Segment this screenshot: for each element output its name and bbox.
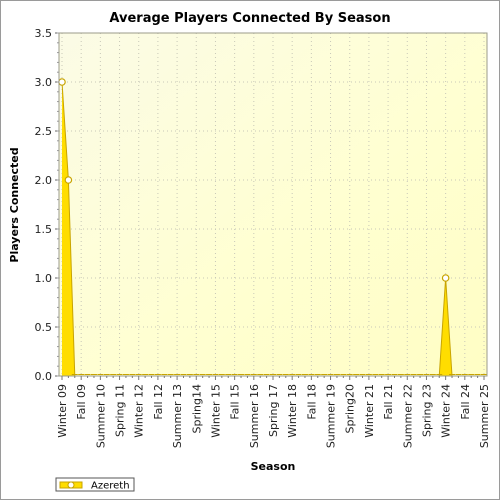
- x-tick-label: Fall 24: [459, 384, 472, 420]
- x-tick-label: Spring 11: [114, 384, 127, 437]
- legend: Azereth: [55, 477, 135, 492]
- y-tick-label: 0.5: [35, 321, 53, 334]
- x-tick-label: Fall 21: [382, 384, 395, 420]
- legend-label: Azereth: [91, 481, 130, 492]
- data-point: [64, 176, 73, 184]
- x-tick-label: Winter 12: [133, 384, 146, 438]
- y-axis-title: Players Connected: [8, 147, 21, 262]
- y-tick-label: 2.5: [35, 125, 53, 138]
- y-tick-label: 2.0: [35, 174, 53, 187]
- series-area-azereth: [62, 82, 484, 376]
- x-tick-label: Winter 15: [209, 384, 222, 438]
- x-tick-label: Summer 13: [171, 384, 184, 448]
- y-axis-ticks: 0.0 0.5 1.0 1.5 2.0 2.5 3.0 3.5: [35, 27, 59, 383]
- data-point: [58, 78, 66, 86]
- x-tick-label: Spring 23: [420, 384, 433, 437]
- y-tick-label: 0.0: [35, 370, 53, 383]
- y-tick-label: 1.5: [35, 223, 53, 236]
- x-axis-ticks: Winter 09 Fall 09 Summer 10 Spring 11 Winter…: [56, 376, 491, 448]
- x-tick-label: Fall 15: [229, 384, 242, 420]
- x-tick-label: Summer 16: [248, 384, 261, 448]
- y-tick-label: 1.0: [35, 272, 53, 285]
- y-tick-label: 3.5: [35, 27, 53, 40]
- x-tick-label: Summer 22: [401, 384, 414, 448]
- x-tick-label: Winter 18: [286, 384, 299, 438]
- x-axis-title: Season: [251, 460, 296, 473]
- x-tick-label: Winter 21: [363, 384, 376, 438]
- data-point: [441, 274, 450, 282]
- y-tick-label: 3.0: [35, 76, 53, 89]
- x-tick-label: Spring 17: [267, 384, 280, 437]
- x-tick-label: Fall 12: [152, 384, 165, 420]
- x-tick-label: Fall 09: [75, 384, 88, 420]
- legend-marker: [67, 481, 75, 489]
- x-tick-label: Fall 18: [305, 384, 318, 420]
- x-tick-label: Summer 25: [478, 384, 491, 448]
- x-tick-label: Winter 24: [440, 384, 453, 438]
- plot-area: [59, 33, 487, 376]
- x-tick-label: Summer 19: [325, 384, 338, 448]
- chart-title: Average Players Connected By Season: [109, 11, 390, 26]
- x-tick-label: Summer 10: [94, 384, 107, 448]
- x-tick-label: Winter 09: [56, 384, 69, 438]
- x-tick-label: Spring20: [344, 384, 357, 434]
- x-tick-label: Spring14: [190, 384, 203, 434]
